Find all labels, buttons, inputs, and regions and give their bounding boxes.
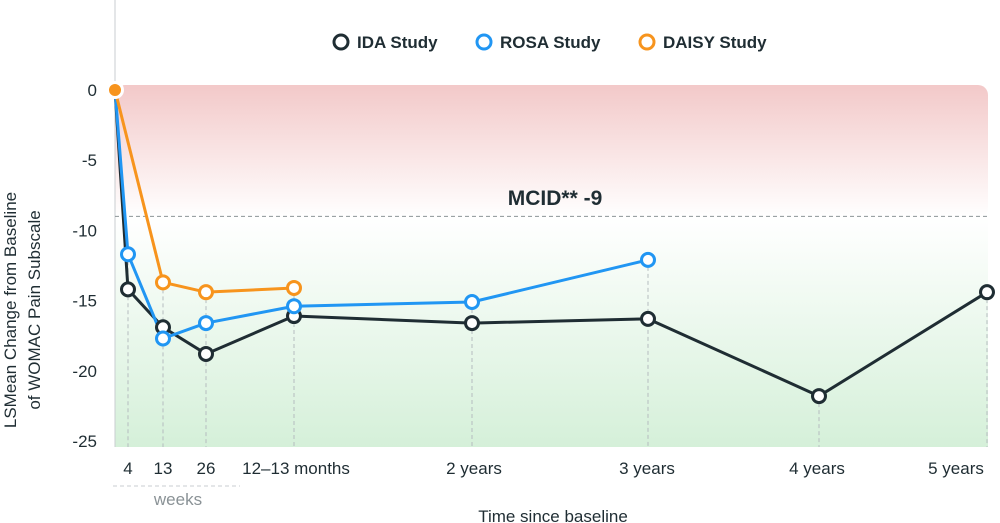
y-tick-label: -20: [72, 362, 97, 381]
rosa-study-point: [198, 315, 214, 332]
daisy-study-line: [113, 89, 295, 294]
y-tick-labels: 0 -5 -10 -15 -20 -25: [72, 81, 97, 451]
x-tick-label: 13: [154, 459, 173, 478]
ida-study-point: [198, 345, 214, 362]
ida-study-point: [979, 284, 995, 301]
rosa-study-point: [464, 294, 480, 311]
y-tick-label: -25: [72, 432, 97, 451]
series-points: [106, 81, 995, 405]
legend-label-ida-study: IDA Study: [357, 33, 438, 52]
benefit-zone: [115, 218, 988, 447]
baseline-point: [106, 81, 124, 99]
harm-zone: [115, 85, 988, 218]
legend-marker-rosa-study: [475, 33, 493, 51]
x-tick-label: 5 years: [928, 459, 984, 478]
y-tick-label: 0: [88, 81, 97, 100]
rosa-study-point: [155, 330, 171, 347]
legend-label-daisy-study: DAISY Study: [663, 33, 767, 52]
y-axis-title-line1: LSMean Change from Baseline: [1, 192, 20, 428]
ida-study-point: [811, 388, 827, 405]
y-tick-label: -10: [72, 221, 97, 240]
ida-study-point: [120, 281, 136, 298]
daisy-study-point: [198, 284, 214, 301]
x-tick-label: 12–13 months: [242, 459, 350, 478]
ida-study-point: [464, 315, 480, 332]
y-tick-label: -5: [82, 151, 97, 170]
y-tick-label: -15: [72, 292, 97, 311]
x-tick-label: 26: [197, 459, 216, 478]
mcid-label: MCID** -9: [508, 187, 603, 210]
ida-study-point: [640, 310, 656, 327]
rosa-study-point: [286, 298, 302, 315]
legend-label-rosa-study: ROSA Study: [500, 33, 601, 52]
daisy-study-point: [155, 274, 171, 291]
legend-marker-ida-study: [332, 33, 350, 51]
x-tick-labels: 4 13 26 12–13 months 2 years 3 years 4 years 5 …: [123, 459, 984, 478]
x-axis-title: Time since baseline: [478, 507, 628, 523]
daisy-study-point: [286, 279, 302, 296]
x-tick-label: 4: [123, 459, 132, 478]
legend-marker-daisy-study: [638, 33, 656, 51]
x-tick-label: 2 years: [446, 459, 502, 478]
rosa-study-point: [640, 251, 656, 268]
rosa-study-point: [120, 246, 136, 263]
x-tick-label: 4 years: [789, 459, 845, 478]
y-axis-title-line2: of WOMAC Pain Subscale: [25, 210, 44, 409]
weeks-label: weeks: [153, 490, 202, 509]
legend: IDA Study ROSA Study DAISY Study: [332, 33, 767, 52]
x-tick-label: 3 years: [619, 459, 675, 478]
